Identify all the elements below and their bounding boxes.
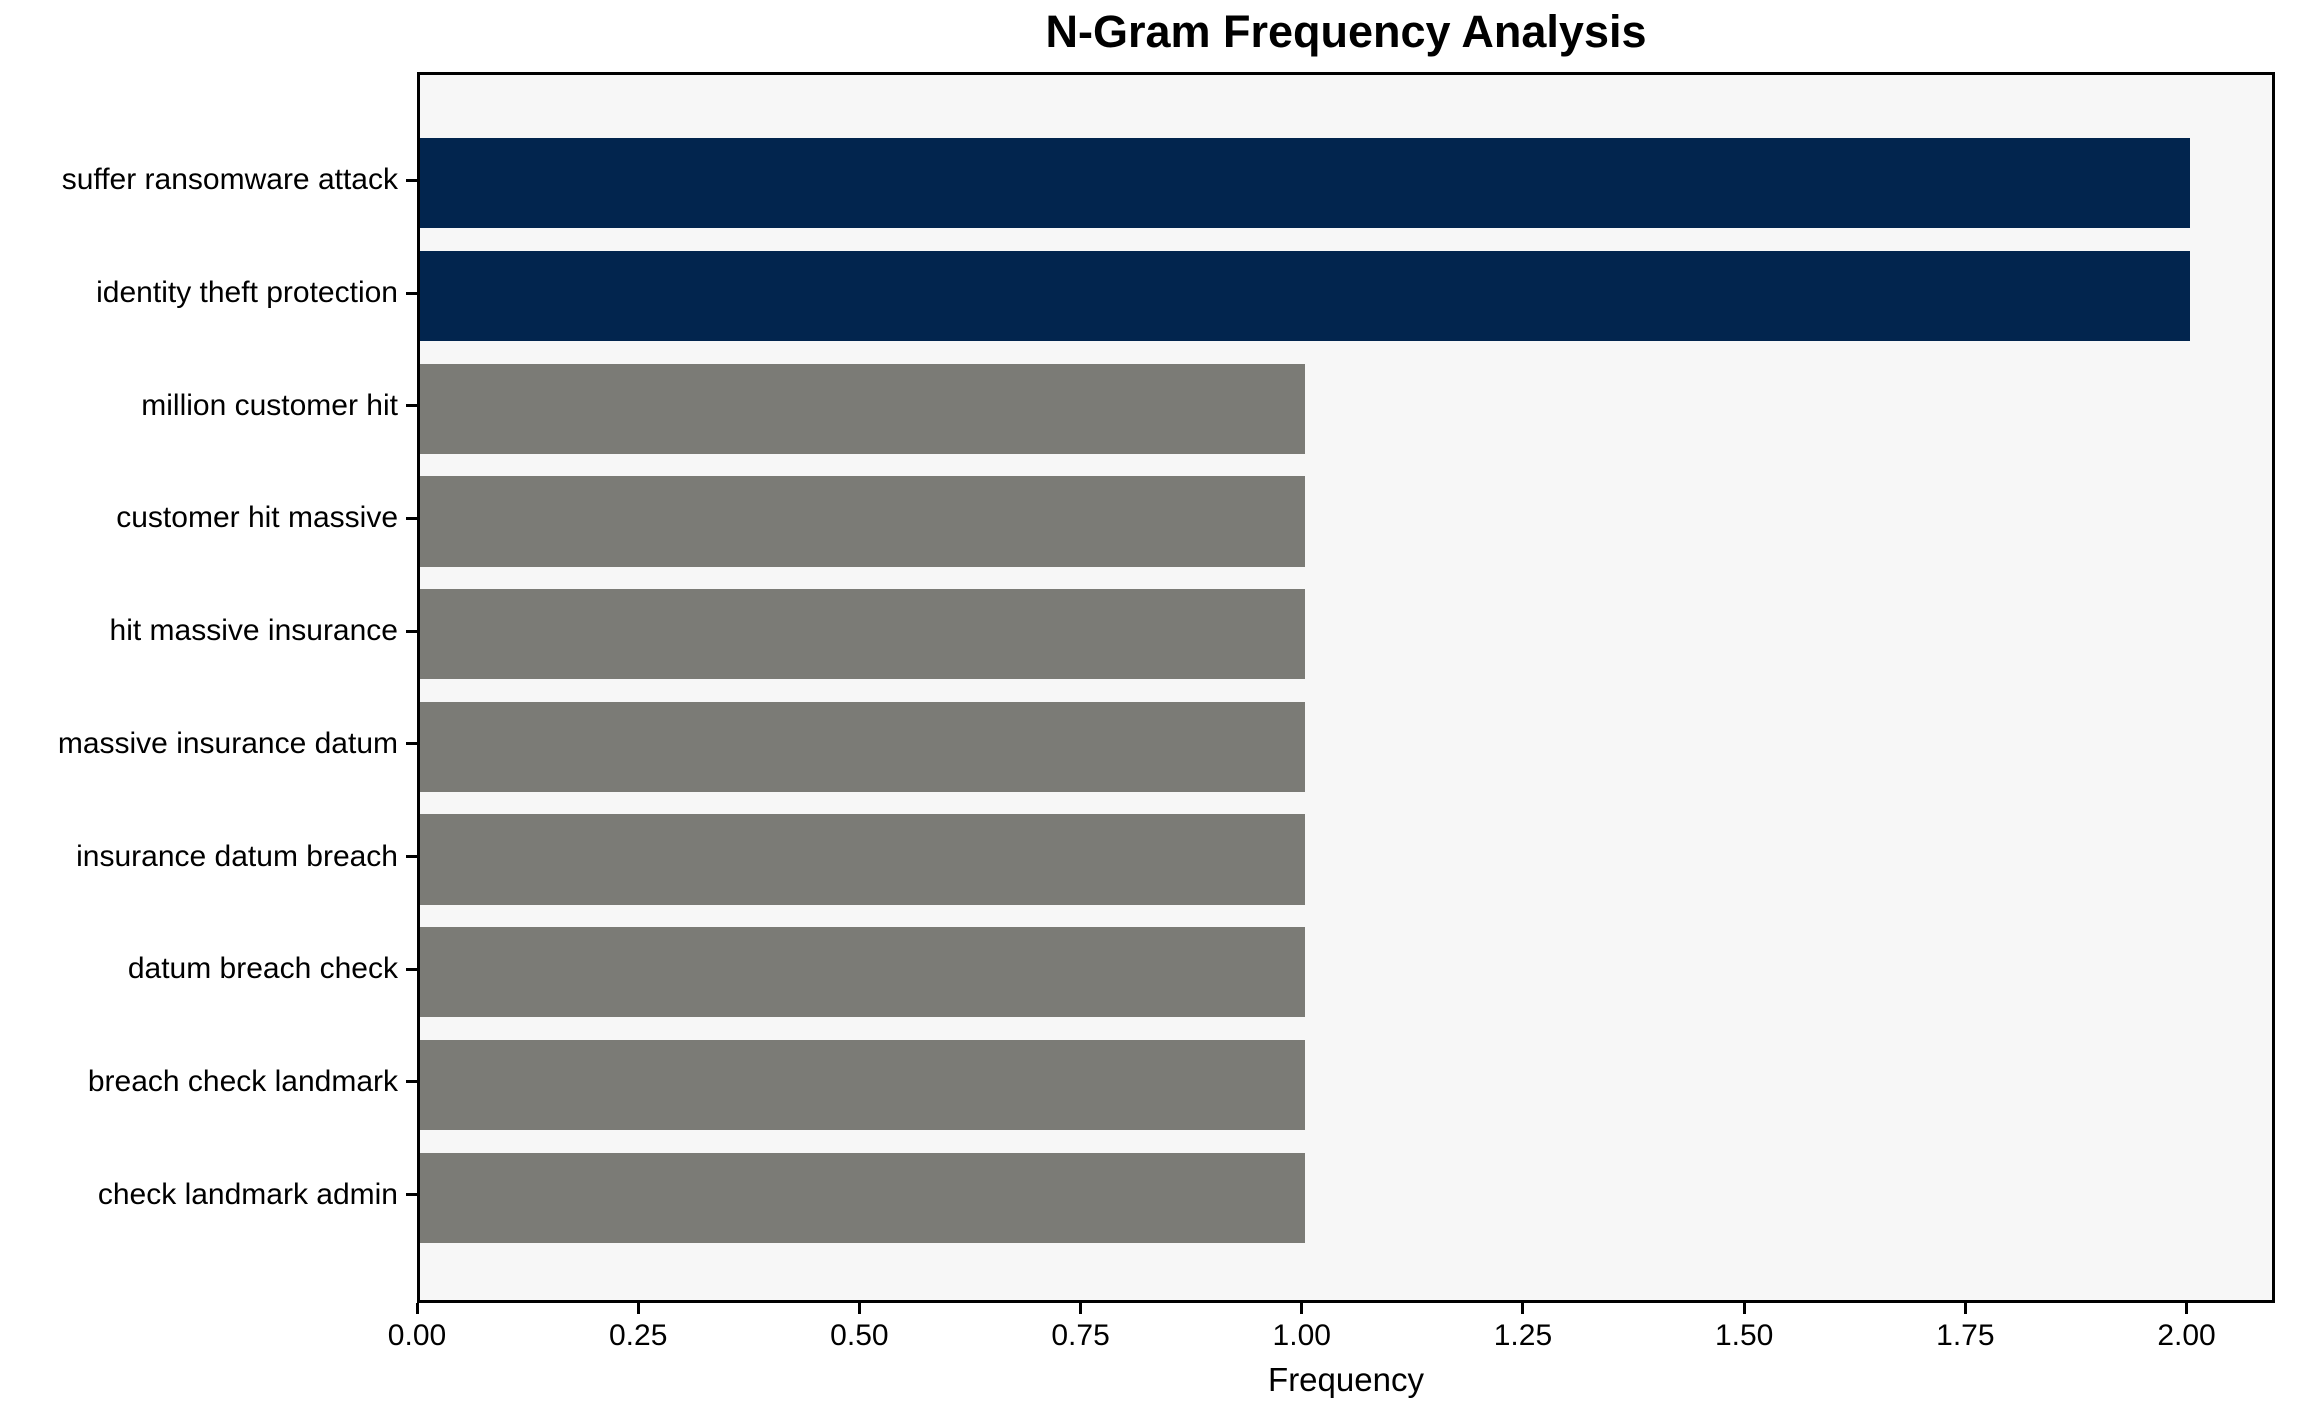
- y-tick-label: suffer ransomware attack: [61, 163, 398, 197]
- bar: [420, 1039, 1305, 1131]
- y-tick-label: check landmark admin: [97, 1177, 398, 1211]
- y-tick-mark: [406, 742, 417, 746]
- y-tick-label: breach check landmark: [87, 1064, 398, 1098]
- bar: [420, 927, 1305, 1018]
- y-tick-label: hit massive insurance: [109, 614, 398, 648]
- x-tick-label: 0.00: [387, 1319, 447, 1352]
- x-tick-mark: [857, 1303, 861, 1314]
- x-tick-mark: [1521, 1303, 1525, 1314]
- bar: [420, 701, 1305, 792]
- x-tick-label: 1.00: [1272, 1319, 1331, 1352]
- bar: [420, 1152, 1305, 1243]
- x-tick-mark: [1742, 1303, 1746, 1314]
- y-tick-mark: [406, 1080, 417, 1084]
- chart-title: N-Gram Frequency Analysis: [1045, 6, 1647, 57]
- x-tick-label: 0.75: [1051, 1319, 1110, 1352]
- bar: [420, 363, 1305, 454]
- y-tick-mark: [406, 291, 417, 295]
- x-tick-label: 0.25: [608, 1319, 668, 1352]
- x-tick-label: 0.50: [830, 1319, 889, 1352]
- x-tick-label: 1.50: [1714, 1319, 1774, 1352]
- y-tick-mark: [406, 855, 417, 859]
- x-tick-mark: [1300, 1303, 1304, 1314]
- y-tick-mark: [406, 967, 417, 971]
- bar: [420, 814, 1305, 905]
- x-tick-mark: [636, 1303, 640, 1314]
- y-tick-label: customer hit massive: [116, 501, 398, 535]
- bar: [420, 138, 2190, 229]
- y-tick-label: datum breach check: [127, 952, 398, 986]
- plot-area: [417, 72, 2275, 1303]
- y-tick-label: million customer hit: [141, 388, 398, 422]
- x-tick-label: 1.25: [1493, 1319, 1553, 1352]
- x-tick-mark: [2185, 1303, 2189, 1314]
- x-tick-label: 1.75: [1936, 1319, 1995, 1352]
- bar: [420, 476, 1305, 567]
- y-tick-label: massive insurance datum: [57, 726, 398, 760]
- y-tick-mark: [406, 178, 417, 182]
- y-tick-mark: [406, 516, 417, 520]
- y-tick-mark: [406, 1193, 417, 1197]
- y-tick-mark: [406, 629, 417, 633]
- x-tick-mark: [415, 1303, 419, 1314]
- y-tick-label: insurance datum breach: [76, 839, 398, 873]
- y-tick-label: identity theft protection: [96, 276, 398, 310]
- x-tick-mark: [1963, 1303, 1967, 1314]
- y-tick-mark: [406, 404, 417, 408]
- x-tick-label: 2.00: [2157, 1319, 2216, 1352]
- bar: [420, 589, 1305, 680]
- bar: [420, 250, 2190, 342]
- x-axis-label: Frequency: [1268, 1361, 1424, 1398]
- x-tick-mark: [1079, 1303, 1083, 1314]
